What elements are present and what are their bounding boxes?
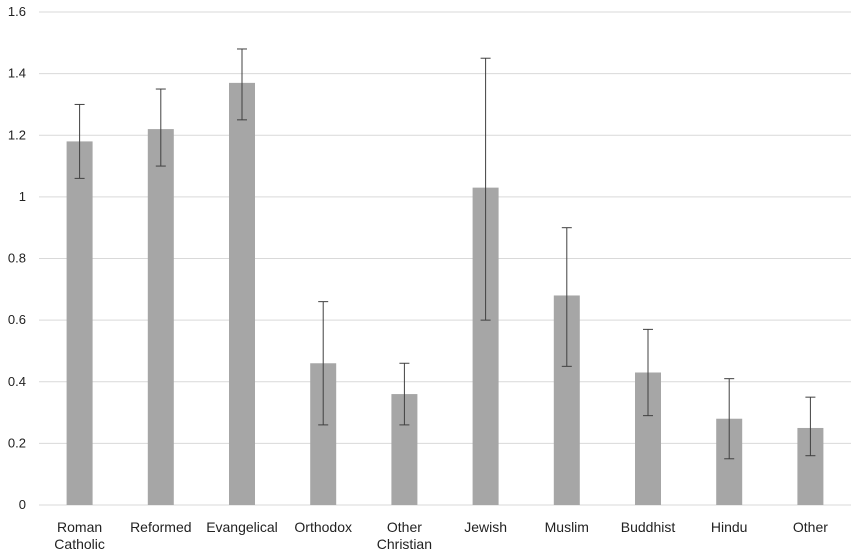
x-category-label: Muslim — [545, 519, 589, 535]
gridlines — [39, 11, 851, 506]
y-tick-label: 1 — [19, 189, 26, 204]
x-category-label: Hindu — [711, 519, 748, 535]
x-category-label-line: Hindu — [711, 519, 748, 535]
error-bar-0 — [74, 103, 85, 179]
x-category-label-line: Jewish — [464, 519, 507, 535]
y-tick-label: 0.8 — [8, 251, 26, 266]
x-category-label-line: Buddhist — [621, 519, 676, 535]
error-bar-3 — [318, 301, 329, 426]
error-bar-6 — [561, 227, 572, 367]
x-category-label: Other Christian — [377, 519, 432, 552]
bar-2 — [229, 82, 255, 506]
error-bar-7 — [643, 328, 653, 417]
error-bar-8 — [724, 378, 735, 460]
error-bar-1 — [155, 88, 166, 167]
x-category-label: Reformed — [130, 519, 191, 535]
x-category-label-line: Catholic — [54, 536, 105, 552]
x-category-label-line: Christian — [377, 536, 432, 552]
x-category-label: Orthodox — [294, 519, 352, 535]
bars — [66, 82, 824, 506]
x-category-label-line: Muslim — [545, 519, 589, 535]
error-bar-4 — [399, 362, 410, 426]
x-category-label: Buddhist — [621, 519, 676, 535]
error-bar-2 — [237, 48, 247, 121]
x-category-label: Evangelical — [206, 519, 278, 535]
x-category-label: Roman Catholic — [54, 519, 105, 552]
x-category-label-line: Orthodox — [294, 519, 352, 535]
y-tick-label: 1.2 — [8, 127, 26, 142]
y-tick-label: 0.6 — [8, 312, 26, 327]
x-category-label-line: Evangelical — [206, 519, 278, 535]
x-category-label-line: Reformed — [130, 519, 191, 535]
x-category-label: Other — [793, 519, 828, 535]
bar-0 — [66, 141, 93, 505]
x-category-label: Jewish — [464, 519, 507, 535]
y-axis-tick-labels: 0 0.2 0.4 0.6 0.8 1 1.2 1.4 1.6 — [8, 4, 26, 512]
error-bars — [74, 48, 816, 460]
x-category-label-line: Other — [387, 519, 422, 535]
error-bar-9 — [805, 396, 816, 457]
x-category-label-line: Roman — [57, 519, 102, 535]
y-tick-label: 1.6 — [8, 4, 26, 19]
y-tick-label: 0 — [19, 497, 26, 512]
bar-1 — [147, 129, 174, 505]
error-bar-5 — [480, 57, 491, 321]
y-tick-label: 0.4 — [8, 374, 26, 389]
x-axis-category-labels: Roman Catholic Reformed Evangelical Orthodox… — [54, 519, 828, 552]
y-tick-label: 0.2 — [8, 435, 26, 450]
x-category-label-line: Other — [793, 519, 828, 535]
y-tick-label: 1.4 — [8, 66, 26, 81]
